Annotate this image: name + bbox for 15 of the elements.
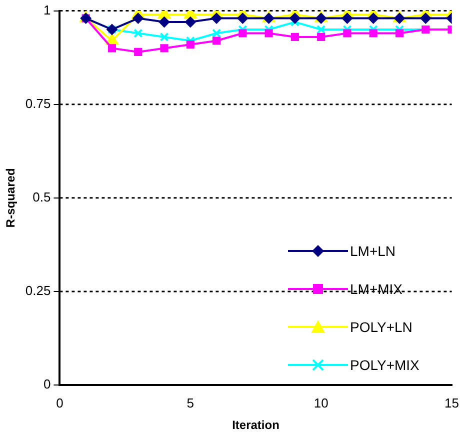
x-tick-label: 5 <box>186 395 194 410</box>
legend-label: LM+LN <box>350 243 396 259</box>
y-axis-title: R-squared <box>4 168 18 228</box>
legend-label: LM+MIX <box>350 281 403 297</box>
y-tick-label: 0 <box>43 376 51 392</box>
x-tick-label: 15 <box>444 395 460 410</box>
y-tick-label: 0.5 <box>32 189 51 204</box>
x-tick-label: 0 <box>56 395 64 410</box>
x-tick-label: 10 <box>314 395 328 410</box>
y-tick-label: 0.75 <box>25 96 51 111</box>
legend-label: POLY+LN <box>350 319 412 335</box>
y-tick-label: 1 <box>43 2 51 18</box>
x-axis-title: Iteration <box>232 418 280 432</box>
legend-label: POLY+MIX <box>350 357 420 373</box>
y-tick-label: 0.25 <box>25 283 51 298</box>
